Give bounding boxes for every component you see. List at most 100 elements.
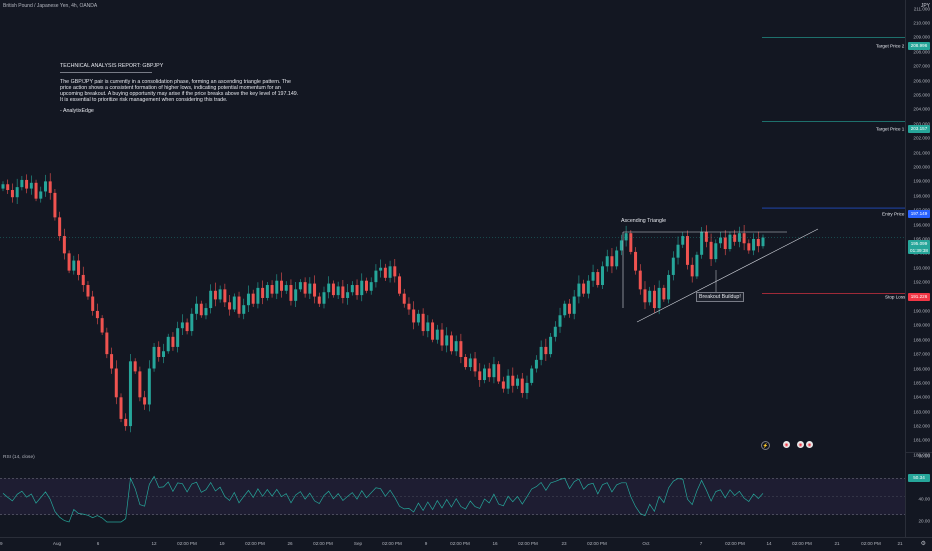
candle-body (303, 282, 307, 294)
candle-body (77, 260, 81, 275)
rsi-title: RSI (14, close) (3, 455, 35, 460)
candle-body (374, 270, 378, 283)
event-icon[interactable]: ◉ (806, 441, 813, 448)
rsi-tick: 40.00 (918, 496, 931, 502)
candle-body (426, 322, 430, 332)
candle-body (421, 313, 425, 332)
candle-body (157, 346, 161, 357)
candle-body (662, 287, 666, 300)
candle-body (657, 287, 661, 309)
candle-body (133, 361, 137, 372)
time-tick-label: Oct (642, 541, 650, 546)
time-tick-label: 6 (96, 541, 100, 546)
candle-body (379, 267, 383, 271)
price-tick-label: 183.000 (913, 409, 930, 415)
candle-body (185, 322, 189, 332)
candle-body (204, 308, 208, 316)
candle-body (270, 285, 274, 294)
price-tick-label: 184.000 (913, 394, 930, 400)
candle-body (742, 233, 746, 244)
rsi-axis[interactable]: 80.00 40.00 20.00 50.34 (905, 452, 932, 538)
candle-body (728, 234, 732, 250)
candle-body (114, 368, 118, 398)
candle-body (289, 285, 293, 301)
candle-body (58, 217, 62, 237)
time-tick-label: 23 (561, 541, 567, 546)
candle-body (25, 179, 29, 189)
time-tick-label: 26 (287, 541, 293, 546)
candle-body (454, 341, 458, 352)
candle-body (81, 274, 85, 286)
candle-body (110, 354, 114, 369)
candle-body (327, 283, 331, 293)
target-price-2-label: Target Price 2 (876, 43, 905, 49)
candle-body (733, 234, 737, 242)
stop-loss-badge: 191.226 (908, 293, 930, 301)
candle-body (553, 326, 557, 337)
candle-body (482, 368, 486, 381)
price-tick-label: 208.000 (913, 49, 930, 55)
candle-body (72, 260, 76, 271)
price-axis[interactable]: JPY 211.000 210.000 209.000 208.000 207.000 2… (905, 0, 932, 457)
time-tick-label: 9 (424, 541, 428, 546)
main-chart-pane[interactable]: British Pound / Japanese Yen, 4h, OANDA … (0, 0, 905, 452)
candle-body (648, 290, 652, 303)
price-tick-label: 189.000 (913, 322, 930, 328)
candle-body (242, 305, 246, 314)
candle-body (685, 236, 689, 265)
time-tick-label: 7 (699, 541, 703, 546)
candle-body (624, 233, 628, 241)
price-tick-label: 187.000 (913, 351, 930, 357)
target-price-2-badge: 208.996 (908, 42, 930, 50)
event-icon[interactable]: ◉ (797, 441, 804, 448)
rsi-chart[interactable] (0, 452, 905, 537)
price-tick-label: 207.000 (913, 63, 930, 69)
candle-body (756, 238, 760, 247)
candle-body (416, 313, 420, 323)
rsi-current-badge: 50.34 (908, 474, 930, 482)
candle-body (516, 378, 520, 386)
candle-body (402, 293, 406, 304)
candle-body (280, 280, 284, 291)
candle-body (676, 244, 680, 258)
candle-body (601, 266, 605, 286)
candle-body (298, 282, 302, 290)
price-tick-label: 198.000 (913, 193, 930, 199)
candle-body (180, 322, 184, 329)
candle-body (171, 336, 175, 347)
candle-body (128, 361, 132, 427)
price-chart[interactable] (0, 0, 905, 452)
candle-body (322, 292, 326, 304)
candle-body (256, 287, 260, 304)
price-tick-label: 211.000 (913, 6, 930, 12)
candle-body (95, 310, 99, 319)
event-icon[interactable]: ◉ (783, 441, 790, 448)
time-axis[interactable]: 29 Aug 6 12 02:00 PM 19 02:00 PM 26 02:00 PM Sep 0… (0, 537, 932, 551)
candle-body (572, 296, 576, 314)
candle-body (341, 286, 345, 298)
flash-icon[interactable]: ⚡ (761, 441, 770, 450)
candle-body (199, 303, 203, 316)
rsi-pane[interactable]: RSI (14, close) (0, 452, 905, 537)
candle-body (251, 293, 255, 304)
candle-body (473, 358, 477, 372)
candle-body (152, 346, 156, 369)
candle-body (681, 236, 685, 245)
price-tick-label: 196.000 (913, 222, 930, 228)
candle-body (166, 336, 170, 352)
candle-body (567, 303, 571, 314)
candle-body (577, 283, 581, 297)
candle-body (261, 287, 265, 298)
time-tick-label: 29 (0, 541, 3, 546)
candle-body (530, 368, 534, 383)
gear-icon[interactable]: ⚙ (920, 541, 926, 547)
analysis-report: TECHNICAL ANALYSIS REPORT: GBPJPY The GB… (60, 63, 300, 114)
candle-body (412, 309, 416, 323)
candle-body (487, 368, 491, 378)
current-price-value: 195.099 (910, 241, 928, 246)
time-tick-label: 02:00 PM (313, 541, 333, 546)
candle-body (747, 243, 751, 251)
candle-body (464, 356, 468, 368)
candle-body (105, 332, 109, 355)
triangle-label: Ascending Triangle (621, 218, 667, 224)
